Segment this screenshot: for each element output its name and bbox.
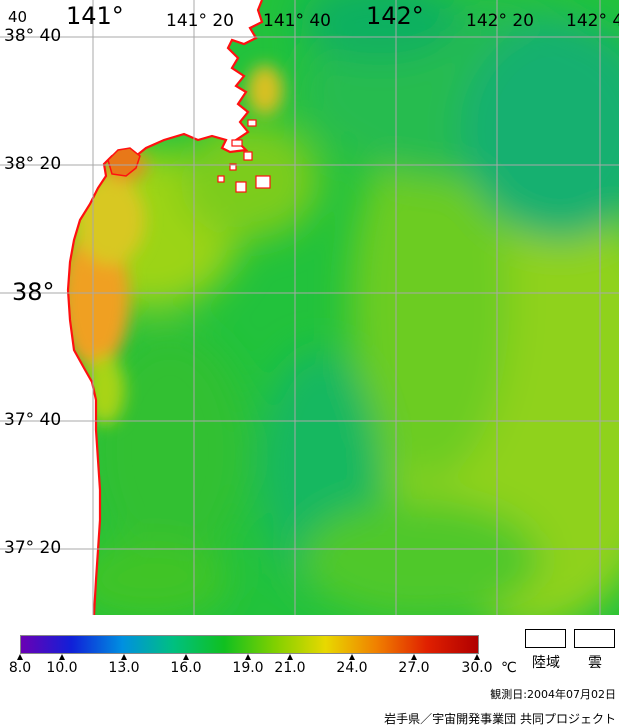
scale-label: 10.0 xyxy=(46,660,78,676)
lon-label-142-20: 142° 20 xyxy=(466,11,534,31)
corner-label: 40 xyxy=(8,8,28,26)
lat-label-37-20: 37° 20 xyxy=(4,538,62,558)
scale-label: 27.0 xyxy=(398,660,430,676)
scale-tick xyxy=(183,654,189,660)
map-image xyxy=(0,0,619,615)
bay-warm-area xyxy=(107,147,141,177)
cloud-swatch xyxy=(574,629,615,648)
lon-label-141-40: 141° 40 xyxy=(263,11,331,31)
cloud-label: 雲 xyxy=(588,655,602,671)
lon-label-141-20: 141° 20 xyxy=(166,11,234,31)
scale-label: 24.0 xyxy=(336,660,368,676)
lat-label-37-40: 37° 40 xyxy=(4,410,62,430)
scale-tick xyxy=(17,654,23,660)
observation-date: 観測日:2004年07月02日 xyxy=(490,688,616,701)
credit-text: 岩手県／宇宙開発事業団 共同プロジェクト xyxy=(384,712,616,726)
scale-label: 16.0 xyxy=(170,660,202,676)
lon-label-142-40: 142° 40 xyxy=(566,11,619,31)
color-scale-bar xyxy=(20,635,479,654)
scale-tick xyxy=(287,654,293,660)
scale-tick xyxy=(474,654,480,660)
scale-label: 19.0 xyxy=(232,660,264,676)
scale-label: 8.0 xyxy=(8,660,32,676)
coastline xyxy=(66,0,264,615)
scale-label: 21.0 xyxy=(274,660,306,676)
land-swatch xyxy=(525,629,566,648)
legend-panel: 8.0 10.0 13.0 16.0 19.0 21.0 24.0 27.0 3… xyxy=(0,615,619,726)
lat-label-38: 38° xyxy=(12,278,55,306)
scale-tick xyxy=(411,654,417,660)
scale-label: 13.0 xyxy=(108,660,140,676)
island-cluster xyxy=(217,119,271,193)
lat-label-38-20: 38° 20 xyxy=(4,154,62,174)
lon-label-141: 141° xyxy=(66,2,124,30)
scale-tick xyxy=(245,654,251,660)
lon-label-142: 142° xyxy=(366,2,424,30)
graticule xyxy=(0,0,619,615)
lat-label-38-40: 38° 40 xyxy=(4,26,62,46)
land-label: 陸域 xyxy=(532,655,560,671)
scale-tick xyxy=(59,654,65,660)
scale-tick xyxy=(121,654,127,660)
unit-label: ℃ xyxy=(501,660,517,676)
sea-surface-temperature-map: 40 141° 141° 20 141° 40 142° 142° 20 142… xyxy=(0,0,619,615)
scale-tick xyxy=(349,654,355,660)
scale-label: 30.0 xyxy=(461,660,493,676)
land-area xyxy=(0,0,262,615)
